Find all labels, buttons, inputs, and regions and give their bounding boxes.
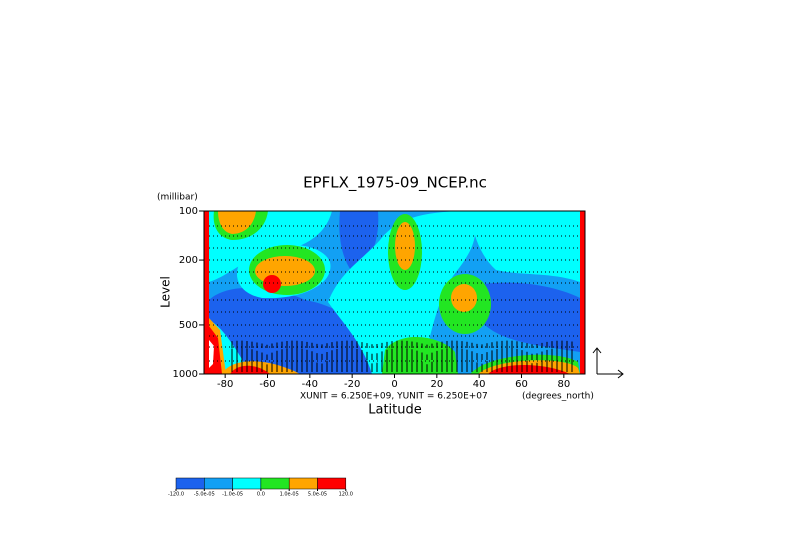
contour-field <box>204 211 585 374</box>
x-tick-label: 20 <box>430 379 443 390</box>
colorbar-label: 5.0e-05 <box>308 492 327 498</box>
colorbar-label: -120.0 <box>168 492 184 498</box>
y-tick-label: 500 <box>179 320 198 331</box>
colorbar-swatch <box>232 477 262 490</box>
reference-vectors <box>592 347 624 379</box>
colorbar-label: -5.0e-05 <box>194 492 215 498</box>
colorbar-swatch <box>317 477 347 490</box>
colorbar-swatch <box>175 477 205 490</box>
x-tick-label: 60 <box>515 379 528 390</box>
x-tick-label: -20 <box>344 379 360 390</box>
y-unit-label: (millibar) <box>157 193 198 203</box>
colorbar-label: 1.0e-05 <box>280 492 299 498</box>
x-tick-label: 40 <box>473 379 486 390</box>
colorbar-swatch <box>204 477 233 490</box>
colorbar-swatch <box>288 477 318 490</box>
y-tick-label: 200 <box>179 255 198 266</box>
colorbar-label: 0.0 <box>257 492 265 498</box>
x-tick-label: -80 <box>217 379 233 390</box>
x-tick-label: 80 <box>557 379 570 390</box>
y-axis-label: Level <box>159 276 173 308</box>
x-tick-label: 0 <box>391 379 397 390</box>
colorbar-label: 120.0 <box>339 492 353 498</box>
x-tick-label: -60 <box>259 379 275 390</box>
y-tick-label: 100 <box>179 206 198 217</box>
colorbar-label: -1.0e-05 <box>222 492 243 498</box>
x-axis-label: Latitude <box>368 403 422 418</box>
x-tick-label: -40 <box>302 379 318 390</box>
flux-vectors <box>231 340 573 372</box>
vector-note: XUNIT = 6.250E+09, YUNIT = 6.250E+07 <box>300 392 488 402</box>
chart-title: EPFLX_1975-09_NCEP.nc <box>303 174 487 193</box>
colorbar-swatch <box>260 477 290 490</box>
y-tick-label: 1000 <box>173 369 198 380</box>
x-unit-label: (degrees_north) <box>522 392 594 402</box>
